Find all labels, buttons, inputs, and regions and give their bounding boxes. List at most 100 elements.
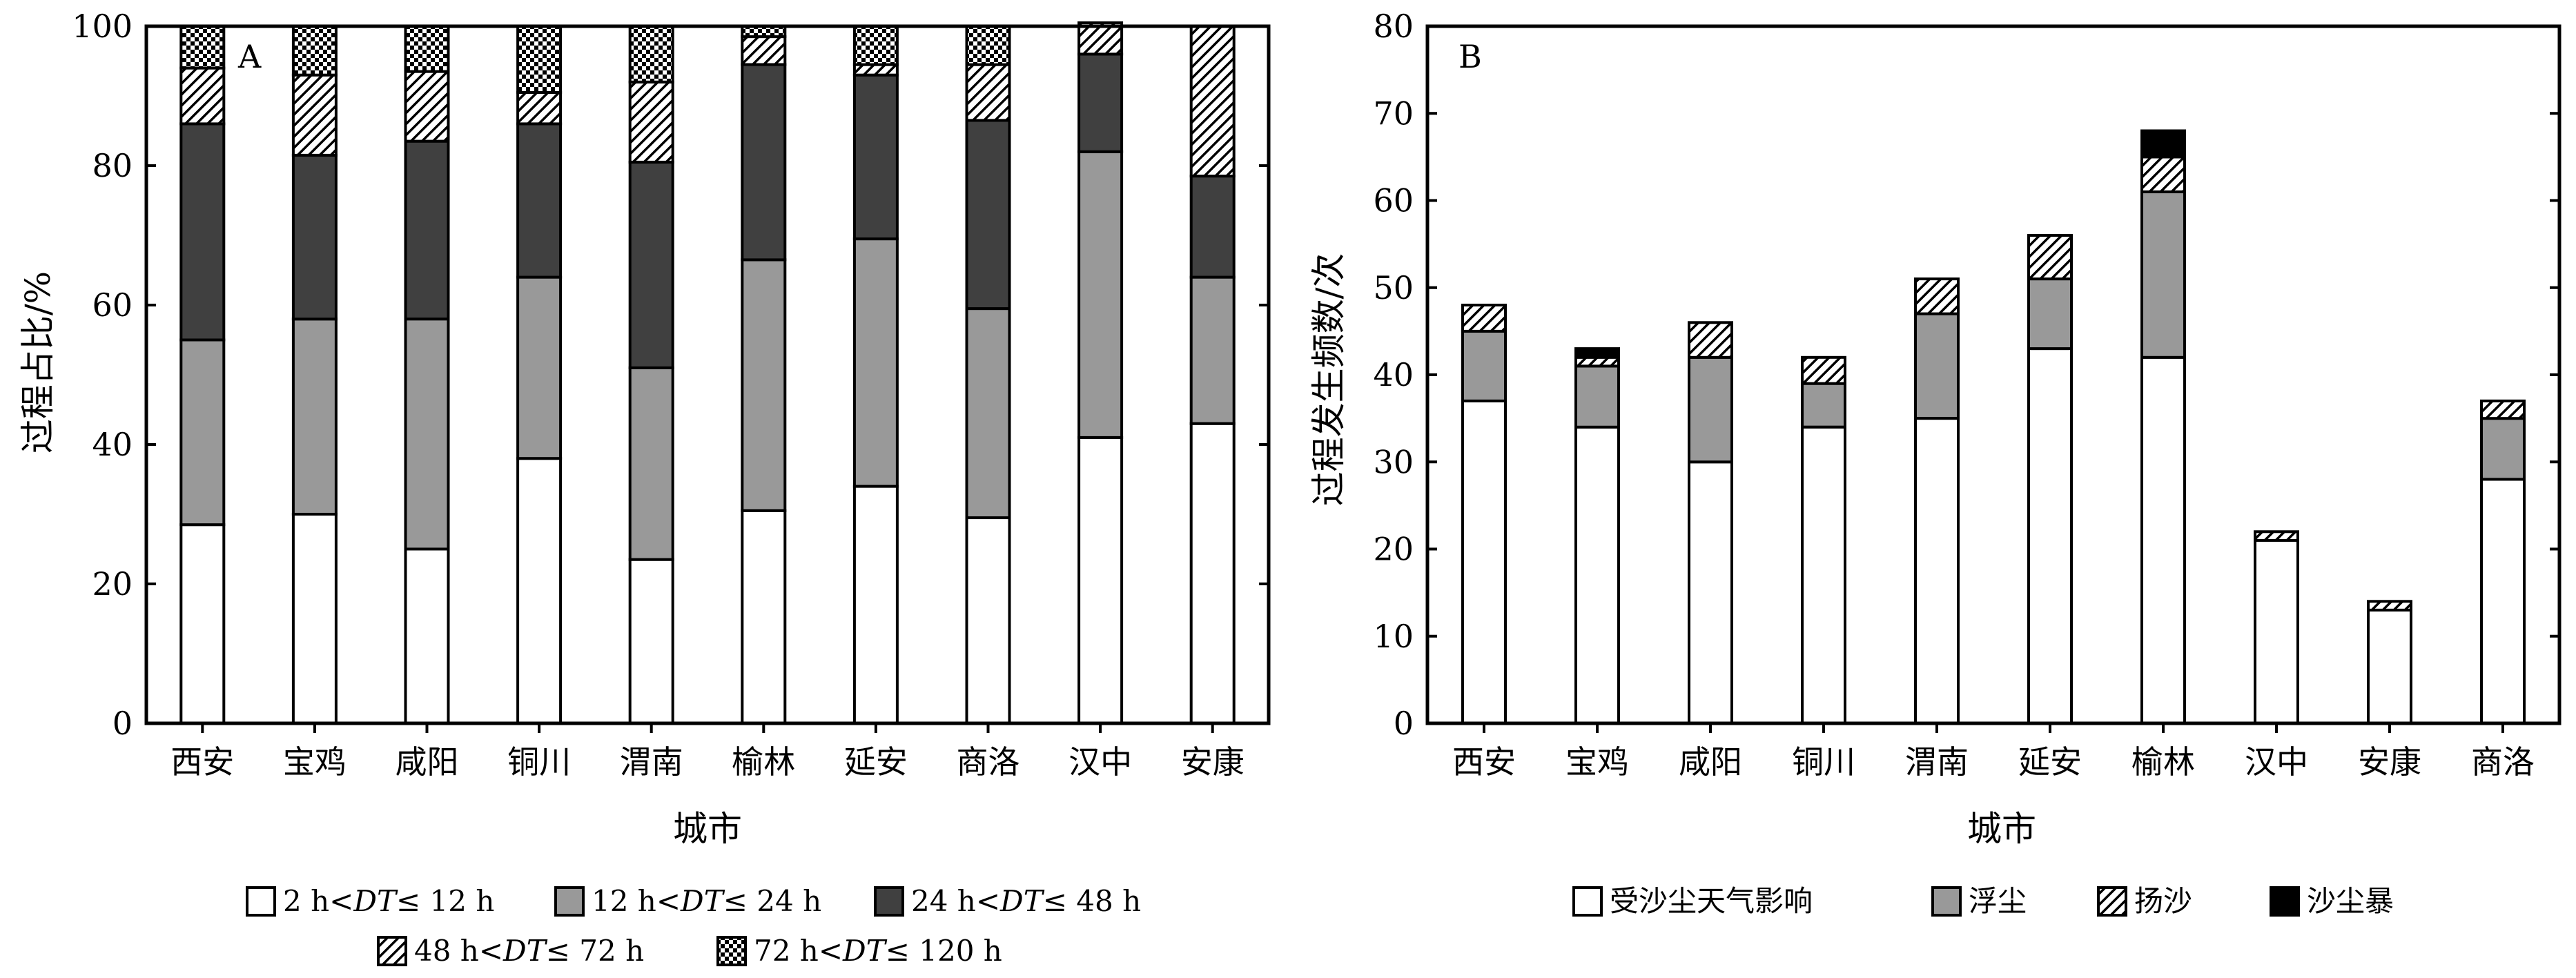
chart-b-y-tick-label: 10 — [1373, 618, 1414, 655]
chart-b-y-tick-label: 20 — [1373, 531, 1414, 568]
chart-b-bar-9-series-2 — [2480, 399, 2526, 420]
chart-a-bars — [179, 21, 1236, 725]
chart-a-bar-3-series-4 — [516, 25, 563, 94]
chart-b-bar-3-series-0 — [1801, 425, 1846, 725]
chart-b-bar-6-series-2 — [2140, 155, 2186, 193]
chart-a-panel-label: A — [237, 38, 262, 75]
chart-b-bar-6-series-3 — [2140, 129, 2186, 159]
chart-a-x-tick-label: 延安 — [844, 743, 908, 781]
chart-b-bar-3-series-2 — [1801, 355, 1846, 385]
chart-a-bar-4-series-0 — [628, 558, 674, 725]
chart-a-legend-swatch-0 — [246, 886, 276, 917]
chart-b-y-tick-label: 80 — [1373, 8, 1414, 45]
chart-b-bars — [1461, 129, 2526, 725]
chart-a-legend-label-0: 2 h<DT≤ 12 h — [283, 884, 494, 918]
chart-a-y-axis-title: 过程占比/% — [18, 271, 58, 453]
chart-b-x-axis-title: 城市 — [1967, 809, 2036, 849]
chart-b-axes: 西安 宝鸡 咸阳 铜川 渭南 延安 榆林 汉中 安康 商洛 0 10 20 30 40 50 60 70 80 — [1373, 8, 2562, 781]
chart-b-legend-swatch-2 — [2097, 886, 2127, 917]
chart-b-y-tick-label: 0 — [1394, 705, 1414, 742]
chart-b-legend-label-2: 扬沙 — [2134, 884, 2192, 918]
chart-a-axes: 西安 宝鸡 咸阳 铜川 渭南 榆林 延安 商洛 汉中 安康 0 20 40 60 80 100 — [72, 8, 1271, 781]
chart-a-legend: 2 h<DT≤ 12 h 12 h<DT≤ 24 h 24 h<DT≤ 48 h 48… — [246, 884, 1141, 968]
chart-b-legend-label-3: 沙尘暴 — [2307, 884, 2394, 918]
chart-a-bar-5-series-0 — [741, 509, 787, 725]
chart-b-bar-4-series-2 — [1914, 277, 1960, 315]
chart-a-bar-4-series-3 — [628, 80, 674, 164]
chart-b-bar-0-series-2 — [1461, 304, 1507, 333]
chart-a-y-tick-label: 60 — [92, 286, 133, 324]
chart-b-x-tick-label: 汉中 — [2245, 743, 2308, 781]
chart-b-bar-8-series-2 — [2367, 600, 2412, 612]
chart-a-bar-3-series-1 — [516, 275, 563, 460]
chart-a: 西安 宝鸡 咸阳 铜川 渭南 榆林 延安 商洛 汉中 安康 0 20 40 60 80 100 A 城市 过程… — [18, 8, 1271, 968]
chart-a-bar-6-series-3 — [852, 63, 899, 77]
chart-b-bar-6-series-0 — [2140, 355, 2186, 725]
chart-b-bar-8-series-0 — [2367, 608, 2412, 725]
chart-a-bar-0-series-2 — [179, 122, 226, 342]
chart-b-bar-9-series-0 — [2480, 478, 2526, 725]
chart-a-bar-1-series-3 — [291, 73, 338, 157]
chart-a-bar-9-series-0 — [1189, 422, 1236, 725]
chart-a-bar-1-series-2 — [291, 153, 338, 321]
chart-b-bar-6-series-1 — [2140, 190, 2186, 359]
chart-a-bar-0-series-3 — [179, 66, 226, 126]
chart-b-x-tick-label: 西安 — [1452, 743, 1516, 781]
chart-a-y-tick-label: 80 — [92, 147, 133, 184]
chart-a-bar-3-series-0 — [516, 457, 563, 725]
chart-a-legend-swatch-2 — [874, 886, 904, 917]
chart-a-bar-7-series-4 — [965, 25, 1011, 66]
chart-a-legend-label-1: 12 h<DT≤ 24 h — [592, 884, 821, 918]
chart-a-plot-frame — [144, 24, 1271, 725]
chart-a-x-tick-label: 商洛 — [957, 743, 1020, 781]
chart-b-x-tick-label: 咸阳 — [1679, 743, 1742, 781]
chart-a-bar-2-series-0 — [404, 547, 450, 725]
chart-b-bar-7-series-2 — [2254, 530, 2299, 542]
chart-a-bar-9-series-2 — [1189, 175, 1236, 279]
chart-b-legend-label-0: 受沙尘天气影响 — [1610, 884, 1813, 918]
chart-a-bar-7-series-0 — [965, 516, 1011, 725]
chart-a-x-tick-label: 渭南 — [620, 743, 683, 781]
chart-b-bar-1-series-0 — [1574, 425, 1620, 725]
chart-b-x-tick-label: 延安 — [2018, 743, 2082, 781]
chart-b-y-tick-label: 60 — [1373, 182, 1414, 219]
chart-b-plot-frame — [1425, 24, 2562, 725]
chart-b-bar-4-series-1 — [1914, 312, 1960, 420]
chart-a-bar-9-series-1 — [1189, 275, 1236, 425]
chart-b-bar-0-series-0 — [1461, 399, 1507, 725]
chart-a-bar-1-series-4 — [291, 25, 338, 77]
chart-a-bar-8-series-1 — [1077, 150, 1124, 439]
chart-a-legend-swatch-3 — [377, 936, 407, 966]
chart-b-x-tick-label: 榆林 — [2131, 743, 2195, 781]
chart-b-bar-2-series-0 — [1688, 460, 1733, 725]
chart-a-x-tick-label: 汉中 — [1069, 743, 1132, 781]
chart-a-bar-8-series-2 — [1077, 52, 1124, 153]
chart-a-bar-1-series-0 — [291, 513, 338, 725]
chart-a-bar-4-series-1 — [628, 366, 674, 561]
chart-a-bar-8-series-0 — [1077, 436, 1124, 725]
chart-a-x-axis-title: 城市 — [673, 809, 742, 849]
chart-b-bar-5-series-1 — [2027, 277, 2073, 351]
chart-b-bar-7-series-0 — [2254, 538, 2299, 725]
chart-a-legend-swatch-4 — [716, 936, 747, 966]
chart-a-legend-swatch-1 — [554, 886, 585, 917]
chart-b-panel-label: B — [1458, 38, 1482, 75]
chart-b-y-tick-label: 40 — [1373, 356, 1414, 393]
chart-a-y-tick-label: 0 — [113, 705, 133, 742]
chart-b-bar-0-series-1 — [1461, 329, 1507, 402]
chart-a-bar-6-series-2 — [852, 73, 899, 241]
chart-b-y-tick-label: 30 — [1373, 443, 1414, 480]
chart-a-bar-5-series-1 — [741, 258, 787, 512]
chart-a-bar-4-series-2 — [628, 160, 674, 369]
chart-a-legend-label-2: 24 h<DT≤ 48 h — [911, 884, 1141, 918]
chart-a-bar-7-series-1 — [965, 307, 1011, 520]
chart-a-bar-6-series-4 — [852, 25, 899, 66]
chart-a-bar-0-series-0 — [179, 523, 226, 725]
chart-a-x-tick-label: 西安 — [170, 743, 234, 781]
chart-b-bar-3-series-1 — [1801, 382, 1846, 429]
chart-a-y-tick-label: 40 — [92, 426, 133, 463]
chart-b-x-tick-label: 渭南 — [1905, 743, 1969, 781]
chart-a-x-tick-label: 榆林 — [732, 743, 795, 781]
chart-a-legend-label-4: 72 h<DT≤ 120 h — [754, 934, 1002, 968]
chart-b-y-tick-label: 50 — [1373, 269, 1414, 306]
